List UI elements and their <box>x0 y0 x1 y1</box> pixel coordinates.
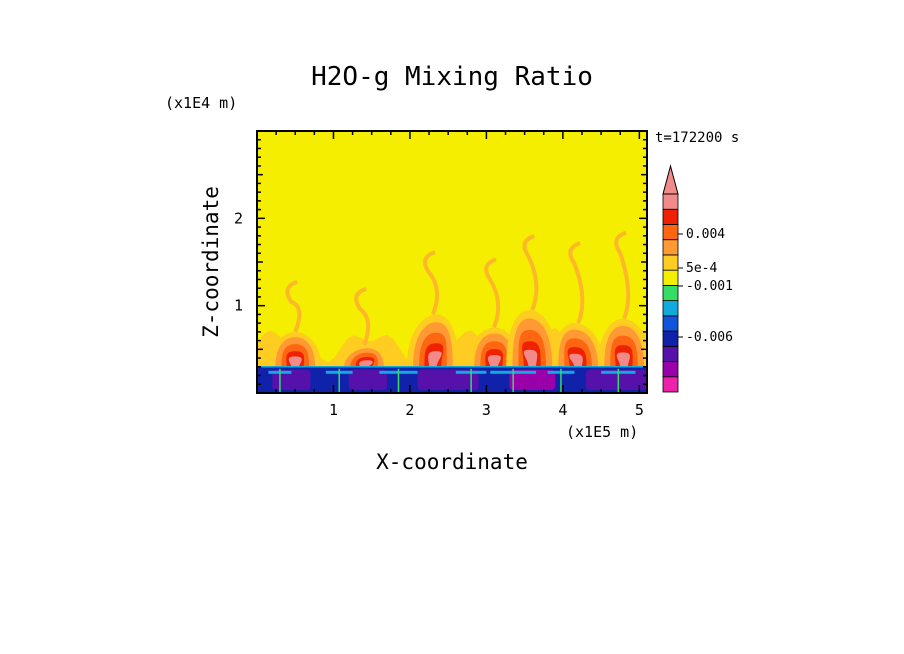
plume <box>552 241 605 367</box>
plume-wisp <box>285 279 302 333</box>
plume <box>506 234 559 367</box>
contour-field <box>257 131 647 393</box>
x-axis-label: X-coordinate <box>376 450 528 474</box>
x-tick-label: 5 <box>635 401 644 419</box>
x-scale-label: (x1E5 m) <box>566 423 638 441</box>
surface-patch <box>272 369 311 390</box>
surface-patch <box>348 369 387 390</box>
colorbar-swatch <box>662 284 679 302</box>
chart-title: H2O-g Mixing Ratio <box>311 62 593 92</box>
colorbar-swatch <box>662 269 679 286</box>
x-axis: 1 2 3 4 5 <box>275 131 644 419</box>
colorbar-swatch <box>662 300 679 317</box>
y-tick-label: 2 <box>234 209 243 227</box>
colorbar: 0.004 5e-4 -0.001 -0.006 <box>662 164 733 393</box>
plume <box>406 250 459 367</box>
colorbar-label: 0.004 <box>686 227 725 242</box>
x-tick-label: 3 <box>482 401 491 419</box>
surface-patch <box>585 369 647 390</box>
colorbar-label: 5e-4 <box>686 261 717 276</box>
colorbar-swatch <box>662 315 679 332</box>
plume-contour <box>359 360 373 367</box>
colorbar-swatch <box>662 239 679 256</box>
plume-contour <box>428 351 442 367</box>
colorbar-swatch <box>662 376 679 393</box>
plume <box>269 279 322 367</box>
colorbar-swatch <box>662 193 679 210</box>
plume-contour <box>616 352 630 367</box>
plumes-layer <box>257 230 647 367</box>
colorbar-extend-arrow <box>662 164 679 195</box>
colorbar-label: -0.006 <box>686 330 733 345</box>
plume-contour <box>569 353 583 367</box>
plume-contour <box>487 355 501 367</box>
plume-wisp <box>614 230 631 320</box>
plume-contour <box>523 349 538 367</box>
surface-patch <box>509 369 556 390</box>
colorbar-swatch <box>662 361 679 378</box>
surface-patch <box>417 369 479 390</box>
plume <box>338 287 391 367</box>
time-label: t=172200 s <box>655 130 739 146</box>
y-scale-label: (x1E4 m) <box>165 94 237 112</box>
y-axis: 12 <box>234 138 647 386</box>
surface-layer <box>257 366 647 393</box>
y-axis-label: Z-coordinate <box>199 186 223 338</box>
colorbar-swatch <box>662 254 679 271</box>
x-tick-label: 4 <box>558 401 567 419</box>
colorbar-swatch <box>662 330 679 347</box>
plume-wisp <box>484 257 501 329</box>
plume <box>598 230 647 367</box>
x-tick-label: 1 <box>329 401 338 419</box>
y-tick-label: 1 <box>234 297 243 315</box>
plume <box>468 257 521 367</box>
plume-wisp <box>522 234 539 311</box>
plume-contour <box>288 356 302 367</box>
plume-wisp <box>423 250 440 316</box>
plume-wisp <box>568 241 585 324</box>
x-tick-label: 2 <box>405 401 414 419</box>
colorbar-label: -0.001 <box>686 279 733 294</box>
colorbar-swatch <box>662 345 679 362</box>
plume-wisp <box>354 287 371 346</box>
colorbar-swatch <box>662 208 679 225</box>
colorbar-swatch <box>662 224 679 241</box>
